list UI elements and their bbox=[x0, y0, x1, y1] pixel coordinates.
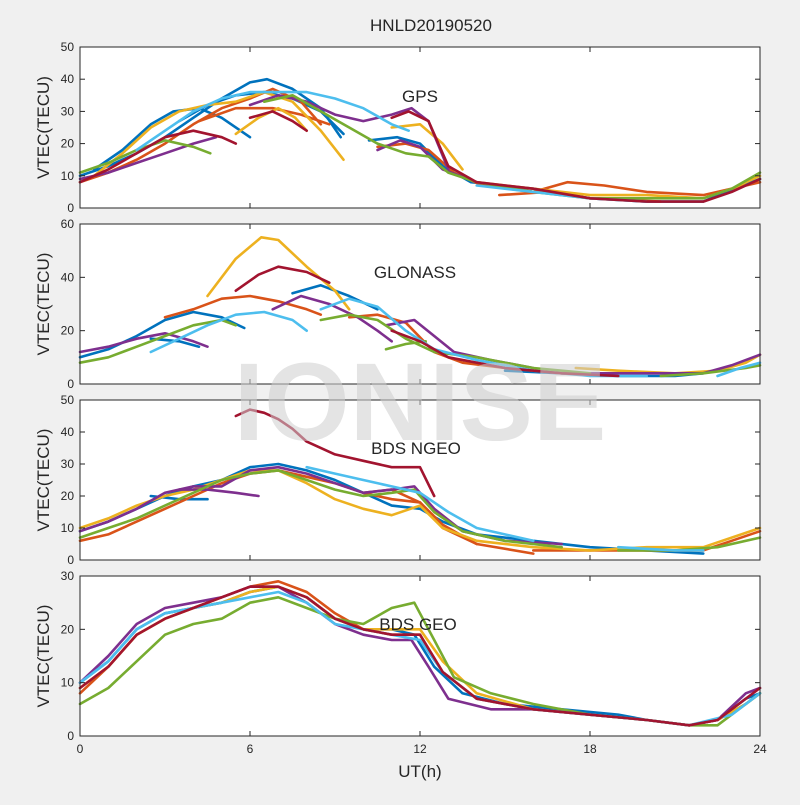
y-tick-label: 0 bbox=[67, 201, 74, 215]
series-line-21 bbox=[390, 329, 620, 378]
plot-area bbox=[80, 576, 760, 736]
x-tick-label: 18 bbox=[583, 742, 597, 756]
series-line-11 bbox=[305, 465, 535, 543]
series-line-8 bbox=[177, 488, 260, 498]
series-line-10 bbox=[271, 294, 393, 343]
series-line-10 bbox=[234, 106, 308, 136]
y-tick-label: 50 bbox=[61, 393, 75, 407]
panel-3: 0 10 20 30 40 50 VTEC(TECU) BDS NGEO bbox=[34, 393, 762, 567]
plot-area bbox=[80, 400, 760, 560]
series-group bbox=[78, 77, 762, 203]
watermark-text: IONISE bbox=[234, 341, 607, 464]
x-tick-label: 24 bbox=[753, 742, 767, 756]
series-line-21 bbox=[248, 110, 308, 132]
y-tick-label: 0 bbox=[67, 729, 74, 743]
series-line-14 bbox=[319, 313, 592, 375]
series-line-18 bbox=[135, 90, 410, 152]
x-tick-label: 6 bbox=[247, 742, 254, 756]
x-tick-label: 12 bbox=[413, 742, 427, 756]
series-line-20 bbox=[234, 265, 331, 292]
series-line-12 bbox=[617, 545, 705, 552]
x-axis-label: UT(h) bbox=[398, 762, 441, 781]
series-line-17 bbox=[262, 94, 762, 200]
series-line-9 bbox=[78, 469, 563, 549]
x-tick-label: 0 bbox=[77, 742, 84, 756]
y-tick-label: 10 bbox=[61, 169, 75, 183]
panel-1: 0 10 20 30 40 50 VTEC(TECU) GPS bbox=[34, 40, 762, 215]
series-line-19 bbox=[716, 361, 762, 378]
plot-area bbox=[80, 47, 760, 208]
series-group bbox=[78, 408, 762, 555]
series-line-2 bbox=[92, 106, 252, 171]
y-tick-label: 10 bbox=[61, 521, 75, 535]
series-line-7 bbox=[78, 465, 563, 546]
panel-2: 0 20 40 60 VTEC(TECU) GLONASS bbox=[34, 217, 762, 391]
y-tick-label: 50 bbox=[61, 40, 75, 54]
panel-title: GPS bbox=[402, 87, 438, 106]
series-line-9 bbox=[92, 90, 345, 178]
y-axis-label: VTEC(TECU) bbox=[34, 253, 53, 356]
plot-area bbox=[80, 224, 760, 384]
series-line-2 bbox=[149, 337, 201, 348]
series-line-7 bbox=[376, 142, 762, 197]
y-axis-label: VTEC(TECU) bbox=[34, 429, 53, 532]
series-line-6 bbox=[197, 106, 331, 126]
series-line-9 bbox=[78, 332, 209, 354]
series-line-17 bbox=[149, 310, 308, 354]
y-tick-label: 60 bbox=[61, 217, 75, 231]
series-line-7 bbox=[206, 236, 351, 311]
series-line-20 bbox=[78, 129, 238, 184]
y-tick-label: 10 bbox=[61, 676, 75, 690]
y-tick-label: 40 bbox=[61, 270, 75, 284]
y-axis-label: VTEC(TECU) bbox=[34, 76, 53, 179]
y-tick-label: 0 bbox=[67, 553, 74, 567]
y-tick-label: 30 bbox=[61, 457, 75, 471]
series-group bbox=[78, 236, 762, 378]
panel-title: BDS GEO bbox=[379, 615, 456, 634]
y-tick-label: 40 bbox=[61, 72, 75, 86]
series-line-1 bbox=[78, 310, 246, 359]
y-tick-label: 30 bbox=[61, 104, 75, 118]
panel-4: 0 10 20 30 0 6 12 18 24 VTEC(TECU) BDS GEO bbox=[34, 569, 767, 756]
series-line-22 bbox=[390, 110, 762, 203]
y-tick-label: 20 bbox=[61, 324, 75, 338]
series-line-13 bbox=[78, 135, 218, 181]
series-line-5 bbox=[163, 294, 323, 319]
y-tick-label: 20 bbox=[61, 489, 75, 503]
y-tick-label: 20 bbox=[61, 622, 75, 636]
y-tick-label: 20 bbox=[61, 137, 75, 151]
y-axis-label: VTEC(TECU) bbox=[34, 605, 53, 708]
series-line-7 bbox=[78, 585, 762, 727]
series-line-16 bbox=[659, 364, 762, 378]
y-tick-label: 40 bbox=[61, 425, 75, 439]
figure-title: HNLD20190520 bbox=[370, 16, 492, 35]
series-line-11 bbox=[390, 123, 464, 171]
y-tick-label: 0 bbox=[67, 377, 74, 391]
panel-title: GLONASS bbox=[374, 263, 456, 282]
series-line-13 bbox=[234, 408, 436, 498]
panel-title: BDS NGEO bbox=[371, 439, 461, 458]
series-line-10 bbox=[617, 536, 762, 552]
y-tick-label: 30 bbox=[61, 569, 75, 583]
series-group bbox=[78, 580, 762, 727]
